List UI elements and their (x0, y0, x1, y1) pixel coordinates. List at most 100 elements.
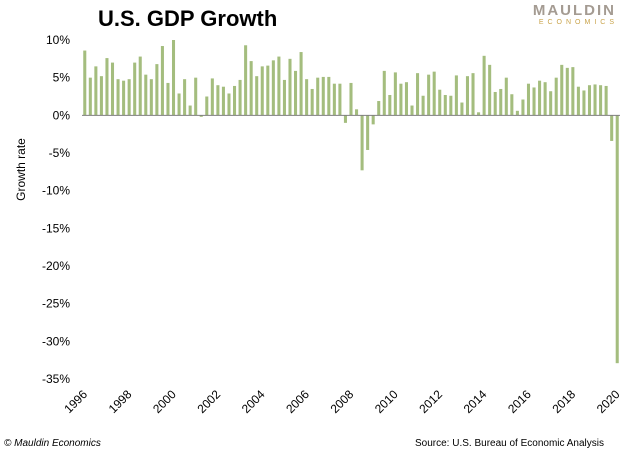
gdp-bar (99, 76, 103, 116)
gdp-bar (138, 56, 142, 116)
gdp-bar (133, 62, 137, 116)
gdp-bar (171, 40, 176, 116)
gdp-bar (271, 60, 275, 116)
gdp-bar (460, 102, 464, 116)
gdp-bar (532, 87, 536, 116)
gdp-bar (177, 93, 181, 116)
gdp-bar (310, 88, 314, 116)
gdp-bar (355, 109, 359, 116)
x-tick-label: 2020 (594, 387, 623, 416)
gdp-bar (554, 77, 558, 116)
gdp-bar (127, 79, 131, 116)
gdp-bar (338, 83, 342, 116)
gdp-bar (194, 77, 198, 116)
x-tick-label: 2018 (549, 387, 578, 416)
y-tick-label: -15% (42, 221, 70, 235)
gdp-bar (260, 66, 264, 116)
x-tick-label: 2008 (328, 387, 357, 416)
x-tick-label: 2004 (239, 387, 268, 416)
y-tick-label: 10% (46, 33, 70, 47)
gdp-bar (316, 77, 320, 116)
gdp-bar (360, 115, 364, 171)
gdp-bar (438, 89, 442, 116)
x-tick-label: 2000 (150, 387, 179, 416)
gdp-bar (393, 72, 397, 116)
gdp-bar (255, 76, 259, 116)
bar-series (83, 40, 619, 364)
gdp-bar (526, 83, 531, 116)
gdp-bar (404, 82, 408, 116)
gdp-bar (166, 82, 170, 116)
gdp-bar (504, 77, 508, 116)
gdp-bar (188, 105, 192, 116)
gdp-bar (471, 73, 475, 116)
x-tick-label: 1996 (61, 387, 90, 416)
gdp-bar (565, 67, 569, 116)
gdp-bar (421, 95, 425, 116)
gdp-bar (122, 80, 126, 116)
copyright-text: © Mauldin Economics (4, 438, 101, 449)
gdp-bar (382, 70, 386, 116)
gdp-bar (321, 76, 325, 116)
source-text: Source: U.S. Bureau of Economic Analysis (415, 438, 604, 449)
gdp-bar (549, 91, 553, 116)
x-tick-label: 2006 (283, 387, 312, 416)
gdp-bar (432, 71, 436, 116)
gdp-bar (249, 61, 253, 116)
gdp-bar (515, 110, 519, 116)
y-tick-label: -5% (49, 146, 71, 160)
gdp-bar (105, 58, 109, 116)
gdp-bar (183, 79, 187, 116)
chart-title: U.S. GDP Growth (98, 6, 278, 31)
gdp-bar (144, 74, 148, 116)
y-tick-label: -10% (42, 184, 70, 198)
gdp-bar (416, 73, 420, 116)
gdp-bar (294, 70, 298, 116)
gdp-bar (149, 79, 153, 116)
logo-main-text: MAULDIN (532, 2, 616, 19)
y-tick-label: -35% (42, 372, 70, 386)
gdp-bar (349, 82, 353, 116)
gdp-bar (94, 66, 98, 116)
y-axis: 10% 5% 0% -5% -10% -15% -20% -25% -30% -35% (42, 33, 70, 386)
gdp-bar (493, 91, 497, 116)
logo-sub-text: ECONOMICS (538, 19, 618, 26)
x-tick-label: 1998 (106, 387, 135, 416)
gdp-bar (482, 55, 486, 116)
y-tick-label: 0% (53, 108, 71, 122)
gdp-bar (277, 56, 281, 116)
gdp-bar (571, 67, 575, 116)
gdp-bar (116, 79, 120, 116)
gdp-bar (604, 85, 608, 116)
gdp-bar (388, 94, 392, 116)
gdp-bar (216, 85, 220, 116)
mauldin-logo: MAULDIN ECONOMICS (532, 2, 618, 27)
x-tick-label: 2016 (505, 387, 534, 416)
gdp-bar (587, 85, 592, 116)
gdp-bar (282, 79, 286, 116)
gdp-bar (371, 115, 375, 125)
gdp-bar (593, 84, 597, 116)
gdp-bar (205, 96, 209, 116)
gdp-bar (543, 82, 547, 116)
gdp-bar (366, 115, 370, 150)
gdp-bar (477, 112, 481, 116)
gdp-bar (332, 83, 336, 116)
gdp-bar (599, 85, 603, 116)
gdp-bar (155, 64, 159, 116)
gdp-bar (499, 88, 503, 116)
gdp-bar (238, 79, 242, 116)
gdp-bar (110, 62, 115, 116)
x-tick-label: 2002 (194, 387, 223, 416)
gdp-bar (410, 105, 414, 116)
gdp-bar (227, 93, 231, 116)
y-tick-label: -30% (42, 334, 70, 348)
gdp-bar (510, 94, 514, 116)
gdp-bar (210, 78, 214, 116)
gdp-bar (233, 85, 237, 116)
x-tick-label: 2012 (416, 387, 445, 416)
gdp-bar (343, 115, 347, 123)
gdp-bar (576, 86, 580, 116)
gdp-bar (305, 79, 309, 116)
